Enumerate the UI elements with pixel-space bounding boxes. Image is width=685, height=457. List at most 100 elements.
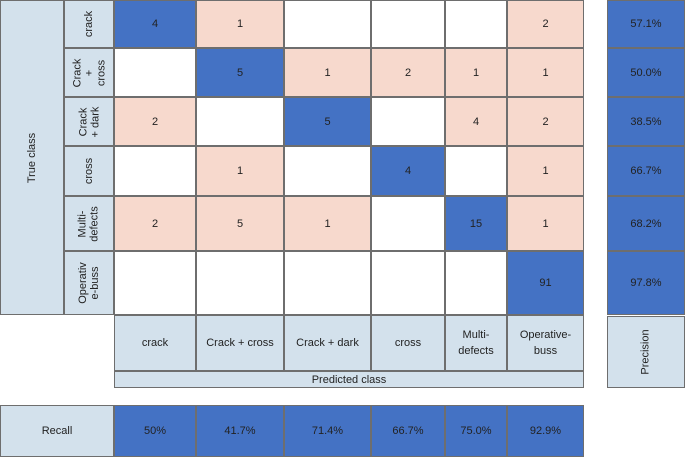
matrix-cell: 1	[445, 48, 507, 97]
matrix-cell: 5	[284, 97, 371, 146]
row-label: Operativ e-buss	[64, 251, 114, 315]
recall-value: 75.0%	[460, 425, 492, 437]
row-label-text: cross	[83, 157, 95, 185]
recall-value: 66.7%	[392, 425, 424, 437]
precision-label-text: Precision	[640, 329, 652, 375]
precision-cell: 66.7%	[607, 146, 685, 196]
matrix-cell: 4	[445, 97, 507, 146]
row-label: Crack + cross	[64, 48, 114, 97]
matrix-cell-value: 1	[542, 66, 549, 79]
column-label-text: cross	[394, 337, 422, 349]
matrix-cell: 2	[507, 97, 584, 146]
matrix-cell: 2	[371, 48, 445, 97]
precision-cell: 38.5%	[607, 97, 685, 146]
matrix-cell	[114, 146, 196, 196]
precision-value: 97.8%	[630, 277, 662, 289]
column-label-text: Crack + cross	[206, 337, 274, 349]
column-label: crack	[114, 315, 196, 371]
recall-value: 92.9%	[529, 425, 562, 437]
matrix-cell: 1	[507, 48, 584, 97]
recall-value: 50%	[143, 425, 167, 437]
precision-value: 68.2%	[630, 217, 662, 230]
precision-value: 38.5%	[630, 115, 662, 128]
column-label-text: Crack + dark	[296, 337, 359, 349]
column-label: Crack + cross	[196, 315, 284, 371]
recall-label: Recall	[0, 405, 114, 457]
matrix-cell: 2	[114, 196, 196, 251]
matrix-cell	[445, 146, 507, 196]
matrix-cell	[284, 0, 371, 48]
row-label: Multi- defects	[64, 196, 114, 251]
column-label: cross	[371, 315, 445, 371]
recall-cell: 66.7%	[371, 405, 445, 457]
matrix-cell-value: 1	[542, 165, 549, 177]
matrix-cell-value: 1	[236, 165, 244, 177]
matrix-cell: 4	[371, 146, 445, 196]
precision-cell: 68.2%	[607, 196, 685, 251]
true-class-axis-text: True class	[25, 132, 38, 183]
matrix-cell	[371, 0, 445, 48]
matrix-cell: 4	[114, 0, 196, 48]
precision-cell: 97.8%	[607, 251, 685, 315]
precision-value: 66.7%	[630, 165, 662, 177]
matrix-cell: 2	[507, 0, 584, 48]
matrix-cell	[371, 196, 445, 251]
matrix-cell	[284, 146, 371, 196]
matrix-cell-value: 2	[542, 115, 549, 128]
row-label-text: crack	[83, 10, 95, 38]
matrix-cell-value: 1	[324, 66, 331, 79]
recall-cell: 41.7%	[196, 405, 284, 457]
matrix-cell-value: 1	[542, 217, 549, 230]
column-label: Crack + dark	[284, 315, 371, 371]
precision-label: Precision	[607, 316, 685, 388]
matrix-cell	[371, 97, 445, 146]
matrix-cell: 15	[445, 196, 507, 251]
matrix-cell	[196, 251, 284, 315]
matrix-cell-value: 2	[542, 18, 549, 30]
matrix-cell: 5	[196, 48, 284, 97]
row-label-text: Multi- defects	[77, 205, 101, 242]
true-class-axis-label: True class	[0, 0, 64, 315]
matrix-cell-value: 2	[151, 115, 159, 128]
matrix-cell-value: 5	[324, 115, 331, 128]
matrix-cell: 5	[196, 196, 284, 251]
column-label-text: crack	[141, 337, 169, 349]
column-label-text: Operative- buss	[519, 329, 572, 357]
matrix-cell	[445, 251, 507, 315]
row-label-text: Crack + dark	[76, 106, 101, 137]
matrix-cell: 1	[284, 48, 371, 97]
matrix-cell-value: 15	[469, 217, 483, 230]
matrix-cell-value: 4	[404, 165, 412, 177]
matrix-cell-value: 4	[472, 115, 480, 128]
recall-cell: 75.0%	[445, 405, 507, 457]
matrix-cell-value: 5	[236, 66, 244, 79]
column-label: Operative- buss	[507, 315, 584, 371]
matrix-cell	[445, 0, 507, 48]
matrix-cell: 1	[284, 196, 371, 251]
row-label-text: Operativ e-buss	[76, 262, 101, 304]
precision-value: 50.0%	[630, 66, 662, 79]
matrix-cell	[196, 97, 284, 146]
recall-cell: 92.9%	[507, 405, 584, 457]
matrix-cell-value: 4	[151, 18, 159, 30]
matrix-cell: 1	[196, 146, 284, 196]
predicted-class-axis-label: Predicted class	[114, 371, 584, 388]
row-label: crack	[64, 0, 114, 48]
recall-value: 71.4%	[311, 425, 344, 437]
precision-cell: 50.0%	[607, 48, 685, 97]
matrix-cell: 91	[507, 251, 584, 315]
recall-cell: 71.4%	[284, 405, 371, 457]
matrix-cell-value: 91	[539, 277, 552, 289]
matrix-cell	[114, 48, 196, 97]
row-label: cross	[64, 146, 114, 196]
matrix-cell: 2	[114, 97, 196, 146]
matrix-cell-value: 2	[404, 66, 412, 79]
column-label: Multi- defects	[445, 315, 507, 371]
column-label-text: Multi- defects	[458, 329, 494, 357]
matrix-cell: 1	[507, 146, 584, 196]
matrix-cell: 1	[507, 196, 584, 251]
precision-cell: 57.1%	[607, 0, 685, 48]
recall-label-text: Recall	[41, 425, 73, 437]
matrix-cell: 1	[196, 0, 284, 48]
matrix-cell-value: 1	[472, 66, 480, 79]
